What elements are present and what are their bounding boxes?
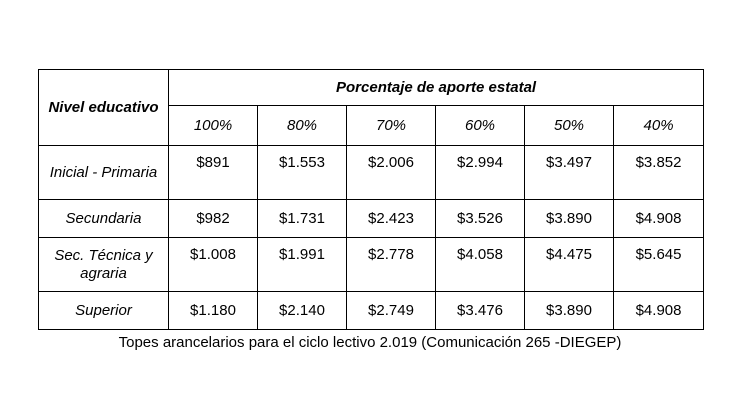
row-level-label: Superior [38, 291, 169, 330]
table-caption: Topes arancelarios para el ciclo lectivo… [118, 334, 622, 351]
tuition-caps-table: Nivel educativo Porcentaje de aporte est… [38, 69, 705, 330]
table-cell: $1.180 [168, 291, 258, 330]
row-level-label: Inicial - Primaria [38, 145, 169, 200]
header-nivel-educativo: Nivel educativo [38, 69, 169, 146]
table-cell: $2.423 [346, 199, 436, 238]
table-cell: $4.475 [524, 237, 614, 292]
table-row: Inicial - Primaria $891 $1.553 $2.006 $2… [38, 145, 705, 200]
table-cell: $4.908 [612, 199, 705, 238]
table-cell: $3.852 [612, 145, 705, 200]
table-cell: $3.526 [435, 199, 525, 238]
row-level-label: Secundaria [38, 199, 169, 238]
header-pct-100: 100% [168, 105, 258, 146]
table-cell: $1.731 [257, 199, 347, 238]
table-cell: $982 [168, 199, 258, 238]
table-cell: $2.994 [435, 145, 525, 200]
table-cell: $5.645 [612, 237, 705, 292]
header-pct-40: 40% [612, 105, 705, 146]
row-level-label: Sec. Técnica y agraria [38, 237, 169, 292]
table-cell: $2.749 [346, 291, 436, 330]
header-pct-80: 80% [257, 105, 347, 146]
table-row: Sec. Técnica y agraria $1.008 $1.991 $2.… [38, 237, 705, 292]
header-pct-50: 50% [524, 105, 614, 146]
table-cell: $2.140 [257, 291, 347, 330]
table-cell: $1.553 [257, 145, 347, 200]
table-cell: $3.890 [524, 291, 614, 330]
table-cell: $3.476 [435, 291, 525, 330]
table-cell: $3.497 [524, 145, 614, 200]
header-pct-60: 60% [435, 105, 525, 146]
table-cell: $1.008 [168, 237, 258, 292]
table-cell: $2.006 [346, 145, 436, 200]
table-row: Superior $1.180 $2.140 $2.749 $3.476 $3.… [38, 291, 705, 330]
table-cell: $4.058 [435, 237, 525, 292]
table-cell: $2.778 [346, 237, 436, 292]
table-row: Secundaria $982 $1.731 $2.423 $3.526 $3.… [38, 199, 705, 238]
table-cell: $891 [168, 145, 258, 200]
table-cell: $3.890 [524, 199, 614, 238]
header-pct-70: 70% [346, 105, 436, 146]
table-cell: $1.991 [257, 237, 347, 292]
table-cell: $4.908 [612, 291, 705, 330]
header-porcentaje-aporte: Porcentaje de aporte estatal [167, 69, 705, 106]
